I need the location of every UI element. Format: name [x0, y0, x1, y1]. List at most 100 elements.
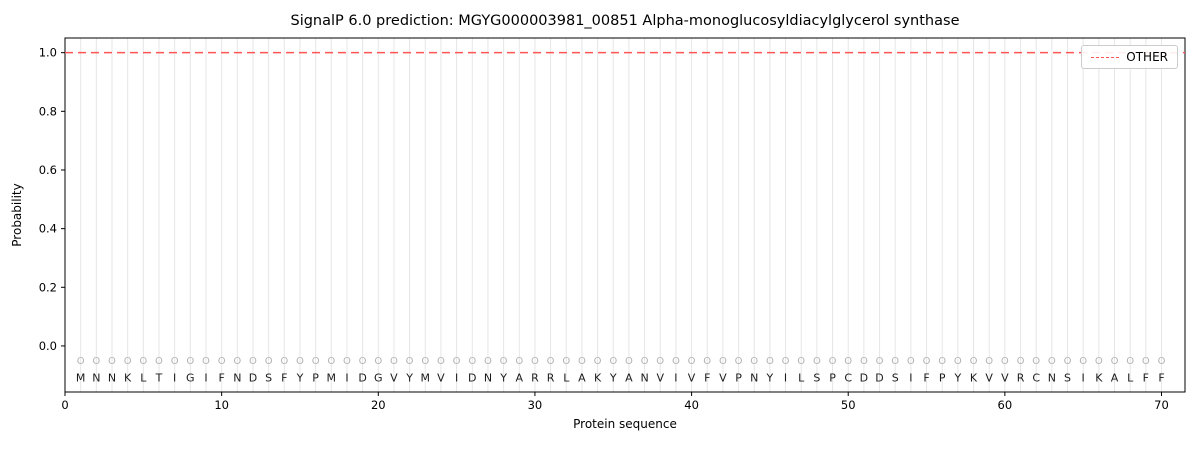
residue-marker: O — [265, 356, 273, 367]
residue-marker: O — [656, 356, 664, 367]
residue-letter: V — [390, 372, 398, 385]
residue-marker: O — [108, 356, 116, 367]
residue-letter: S — [1064, 372, 1071, 385]
residue-letter: S — [265, 372, 272, 385]
legend-label: OTHER — [1126, 50, 1168, 64]
residue-letter: D — [860, 372, 868, 385]
residue-marker: O — [1032, 356, 1040, 367]
residue-letter: V — [688, 372, 696, 385]
residue-marker: O — [876, 356, 884, 367]
residue-letter: I — [455, 372, 458, 385]
residue-marker: O — [468, 356, 476, 367]
residue-letter: I — [909, 372, 912, 385]
residue-letter: L — [140, 372, 147, 385]
residue-marker: O — [547, 356, 555, 367]
residue-marker: O — [938, 356, 946, 367]
residue-marker: O — [249, 356, 257, 367]
residue-letter: N — [92, 372, 100, 385]
residue-marker: O — [609, 356, 617, 367]
residue-letter: K — [124, 372, 132, 385]
residue-marker: O — [296, 356, 304, 367]
residue-letter: D — [249, 372, 257, 385]
residue-letter: I — [1082, 372, 1085, 385]
residue-letter: Y — [296, 372, 304, 385]
y-tick-label: 0.4 — [39, 222, 57, 236]
residue-marker: O — [233, 356, 241, 367]
residue-letter: F — [1143, 372, 1149, 385]
residue-marker: O — [500, 356, 508, 367]
residue-marker: O — [531, 356, 539, 367]
residue-marker: O — [844, 356, 852, 367]
residue-marker: O — [1095, 356, 1103, 367]
residue-letter: L — [798, 372, 805, 385]
residue-marker: O — [374, 356, 382, 367]
residue-letter: I — [674, 372, 677, 385]
residue-letter: C — [844, 372, 852, 385]
residue-marker: O — [343, 356, 351, 367]
residue-marker: O — [1142, 356, 1150, 367]
residue-marker: O — [891, 356, 899, 367]
residue-letter: A — [625, 372, 633, 385]
x-tick-label: 30 — [528, 398, 543, 412]
residue-marker: O — [782, 356, 790, 367]
residue-letter: P — [829, 372, 836, 385]
residue-letter: G — [186, 372, 195, 385]
residue-letter: R — [547, 372, 555, 385]
residue-letter: D — [358, 372, 366, 385]
residue-marker: O — [437, 356, 445, 367]
residue-marker: O — [1111, 356, 1119, 367]
residue-letter: P — [939, 372, 946, 385]
residue-letter: K — [970, 372, 978, 385]
residue-marker: O — [186, 356, 194, 367]
residue-marker: O — [625, 356, 633, 367]
residue-letter: I — [173, 372, 176, 385]
residue-letter: N — [108, 372, 116, 385]
residue-marker: O — [688, 356, 696, 367]
residue-letter: Y — [405, 372, 413, 385]
residue-letter: A — [1111, 372, 1119, 385]
residue-marker: O — [421, 356, 429, 367]
residue-marker: O — [327, 356, 335, 367]
residue-marker: O — [1048, 356, 1056, 367]
residue-letter: M — [76, 372, 86, 385]
residue-marker: O — [907, 356, 915, 367]
y-tick-label: 0.8 — [39, 104, 57, 118]
residue-letter: N — [640, 372, 648, 385]
residue-letter: Y — [499, 372, 507, 385]
y-tick-label: 1.0 — [39, 46, 57, 60]
residue-marker: O — [641, 356, 649, 367]
residue-letter: F — [923, 372, 929, 385]
residue-letter: L — [563, 372, 570, 385]
residue-letter: A — [578, 372, 586, 385]
residue-letter: Y — [953, 372, 961, 385]
residue-marker: O — [923, 356, 931, 367]
residue-marker: O — [1001, 356, 1009, 367]
residue-marker: O — [280, 356, 288, 367]
residue-marker: O — [1064, 356, 1072, 367]
residue-marker: O — [766, 356, 774, 367]
residue-marker: O — [139, 356, 147, 367]
residue-letter: F — [281, 372, 287, 385]
legend-dashed-line-icon — [1091, 56, 1120, 58]
residue-letter: V — [719, 372, 727, 385]
plot-title: SignalP 6.0 prediction: MGYG000003981_00… — [290, 13, 960, 29]
x-axis-label: Protein sequence — [573, 417, 677, 431]
residue-letter: R — [531, 372, 539, 385]
residue-letter: Y — [609, 372, 617, 385]
residue-marker: O — [860, 356, 868, 367]
residue-marker: O — [594, 356, 602, 367]
residue-letter: K — [1095, 372, 1103, 385]
x-tick-label: 70 — [1154, 398, 1169, 412]
residue-letter: T — [155, 372, 163, 385]
residue-letter: N — [484, 372, 492, 385]
residue-marker: O — [155, 356, 163, 367]
residue-letter: F — [218, 372, 224, 385]
x-tick-label: 0 — [61, 398, 68, 412]
x-tick-label: 50 — [841, 398, 856, 412]
residue-letter: V — [437, 372, 445, 385]
residue-marker: O — [703, 356, 711, 367]
residue-marker: O — [1158, 356, 1166, 367]
residue-marker: O — [954, 356, 962, 367]
